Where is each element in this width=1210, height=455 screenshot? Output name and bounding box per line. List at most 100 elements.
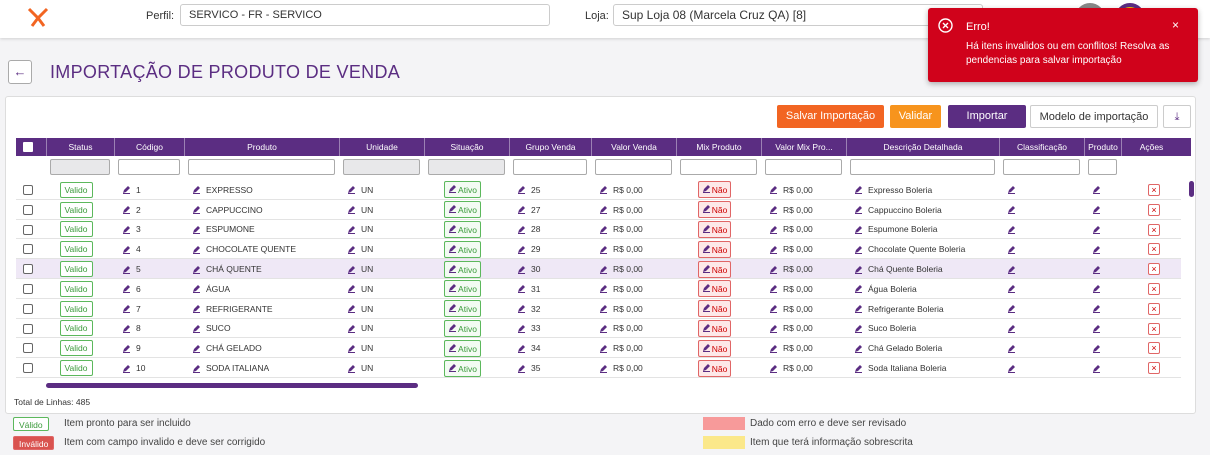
cell[interactable]: Chá Quente Boleria: [854, 259, 999, 279]
situation-badge[interactable]: Ativo: [444, 339, 481, 357]
edit-cell[interactable]: [1007, 239, 1027, 259]
cell[interactable]: UN: [347, 259, 424, 279]
situation-badge[interactable]: Ativo: [444, 319, 481, 337]
edit-cell[interactable]: [1007, 220, 1027, 240]
row-checkbox[interactable]: [23, 244, 33, 255]
filter[interactable]: [188, 159, 335, 175]
edit-cell[interactable]: [1007, 259, 1027, 279]
delete-button[interactable]: ×: [1148, 243, 1160, 256]
cell[interactable]: SODA ITALIANA: [192, 358, 339, 378]
cell[interactable]: 7: [122, 299, 184, 319]
cell[interactable]: 34: [517, 338, 591, 358]
cell[interactable]: 9: [122, 338, 184, 358]
mix-badge[interactable]: Não: [697, 220, 732, 238]
cell[interactable]: R$ 0,00: [599, 200, 676, 220]
toast-close[interactable]: ×: [1172, 18, 1180, 32]
cell[interactable]: 32: [517, 299, 591, 319]
edit-cell[interactable]: [1007, 180, 1027, 200]
row-checkbox[interactable]: [23, 264, 33, 275]
filter[interactable]: [1003, 159, 1080, 175]
situation-badge[interactable]: Ativo: [444, 220, 481, 238]
situation-badge[interactable]: Ativo: [444, 181, 481, 199]
filter[interactable]: [118, 159, 180, 175]
cell[interactable]: 33: [517, 319, 591, 339]
cell[interactable]: Soda Italiana Boleria: [854, 358, 999, 378]
cell[interactable]: Espumone Boleria: [854, 220, 999, 240]
mix-badge[interactable]: Não: [697, 319, 732, 337]
situation-badge[interactable]: Ativo: [444, 240, 481, 258]
edit-cell[interactable]: [1092, 299, 1112, 319]
cell[interactable]: Chá Gelado Boleria: [854, 338, 999, 358]
mix-badge[interactable]: Não: [697, 260, 732, 278]
delete-button[interactable]: ×: [1148, 322, 1160, 335]
cell[interactable]: Água Boleria: [854, 279, 999, 299]
delete-button[interactable]: ×: [1148, 223, 1160, 236]
validate-button[interactable]: Validar: [890, 105, 941, 128]
cell[interactable]: Cappuccino Boleria: [854, 200, 999, 220]
filter[interactable]: [428, 159, 505, 175]
cell[interactable]: Expresso Boleria: [854, 180, 999, 200]
cell[interactable]: R$ 0,00: [599, 358, 676, 378]
cell[interactable]: UN: [347, 299, 424, 319]
delete-button[interactable]: ×: [1148, 184, 1160, 196]
cell[interactable]: R$ 0,00: [769, 239, 846, 259]
row-checkbox[interactable]: [23, 204, 33, 215]
select-all[interactable]: [23, 142, 33, 152]
cell[interactable]: R$ 0,00: [599, 299, 676, 319]
back-button[interactable]: ←: [8, 60, 32, 84]
cell[interactable]: 4: [122, 239, 184, 259]
cell[interactable]: R$ 0,00: [769, 259, 846, 279]
cell[interactable]: UN: [347, 239, 424, 259]
cell[interactable]: 1: [122, 180, 184, 200]
cell[interactable]: R$ 0,00: [599, 279, 676, 299]
cell[interactable]: R$ 0,00: [769, 338, 846, 358]
edit-cell[interactable]: [1092, 358, 1112, 378]
situation-badge[interactable]: Ativo: [444, 359, 481, 377]
cell[interactable]: R$ 0,00: [769, 358, 846, 378]
cell[interactable]: UN: [347, 338, 424, 358]
cell[interactable]: ESPUMONE: [192, 220, 339, 240]
situation-badge[interactable]: Ativo: [444, 300, 481, 318]
cell[interactable]: R$ 0,00: [769, 299, 846, 319]
delete-button[interactable]: ×: [1148, 283, 1160, 295]
edit-cell[interactable]: [1092, 239, 1112, 259]
edit-cell[interactable]: [1092, 220, 1112, 240]
cell[interactable]: SUCO: [192, 319, 339, 339]
cell[interactable]: R$ 0,00: [599, 319, 676, 339]
cell[interactable]: CHOCOLATE QUENTE: [192, 239, 339, 259]
cell[interactable]: R$ 0,00: [599, 259, 676, 279]
edit-cell[interactable]: [1092, 319, 1112, 339]
delete-button[interactable]: ×: [1148, 203, 1160, 216]
mix-badge[interactable]: Não: [697, 359, 732, 377]
filter[interactable]: [765, 159, 842, 175]
situation-badge[interactable]: Ativo: [444, 260, 481, 278]
cell[interactable]: CHÁ QUENTE: [192, 259, 339, 279]
import-button[interactable]: Importar: [948, 105, 1026, 128]
cell[interactable]: R$ 0,00: [769, 180, 846, 200]
edit-cell[interactable]: [1007, 279, 1027, 299]
edit-cell[interactable]: [1092, 338, 1112, 358]
cell[interactable]: REFRIGERANTE: [192, 299, 339, 319]
cell[interactable]: 28: [517, 220, 591, 240]
row-checkbox[interactable]: [23, 185, 33, 195]
delete-button[interactable]: ×: [1148, 302, 1160, 315]
edit-cell[interactable]: [1007, 338, 1027, 358]
edit-cell[interactable]: [1007, 358, 1027, 378]
row-checkbox[interactable]: [23, 343, 33, 354]
mix-badge[interactable]: Não: [697, 339, 732, 357]
cell[interactable]: R$ 0,00: [599, 239, 676, 259]
cell[interactable]: UN: [347, 358, 424, 378]
cell[interactable]: 29: [517, 239, 591, 259]
cell[interactable]: 31: [517, 279, 591, 299]
perfil-select[interactable]: SERVICO - FR - SERVICO: [180, 4, 550, 26]
template-button[interactable]: Modelo de importação: [1030, 105, 1158, 128]
cell[interactable]: R$ 0,00: [599, 338, 676, 358]
mix-badge[interactable]: Não: [697, 201, 732, 219]
situation-badge[interactable]: Ativo: [444, 201, 481, 219]
filter[interactable]: [680, 159, 757, 175]
cell[interactable]: 5: [122, 259, 184, 279]
edit-cell[interactable]: [1092, 180, 1112, 200]
cell[interactable]: UN: [347, 220, 424, 240]
row-checkbox[interactable]: [23, 224, 33, 235]
cell[interactable]: Refrigerante Boleria: [854, 299, 999, 319]
